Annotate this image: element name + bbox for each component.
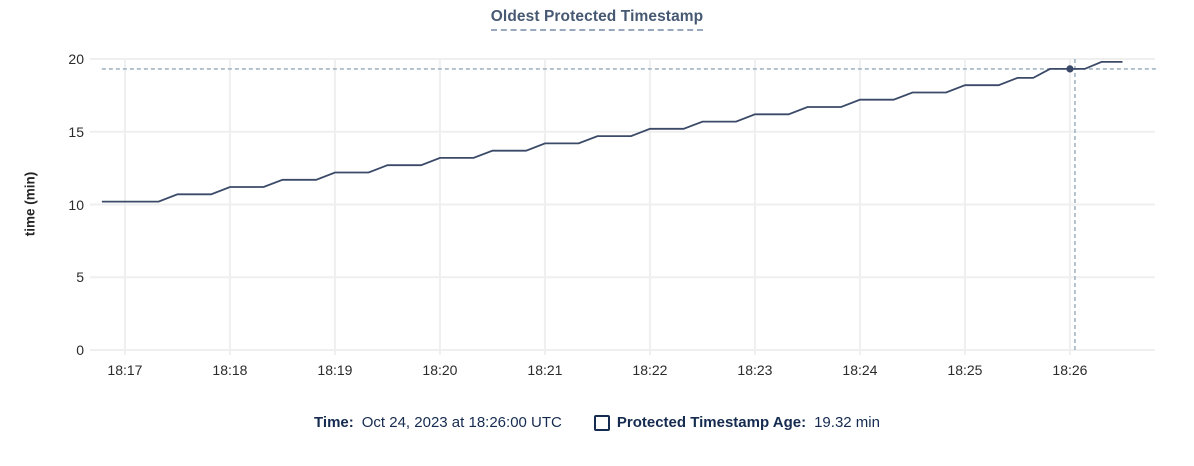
- x-axis-tick-label: 18:26: [1052, 362, 1088, 378]
- series-line-protected-timestamp-age: [101, 61, 1123, 203]
- legend-series-checkbox[interactable]: [593, 414, 610, 431]
- x-axis-tick-label: 18:22: [632, 362, 668, 378]
- x-axis-tick-label: 18:19: [317, 362, 353, 378]
- chart-legend: Time: Oct 24, 2023 at 18:26:00 UTC Prote…: [0, 414, 1194, 431]
- chart-title[interactable]: Oldest Protected Timestamp: [490, 8, 704, 31]
- x-axis-tick-label: 18:25: [947, 362, 983, 378]
- legend-time-value: Oct 24, 2023 at 18:26:00 UTC: [361, 414, 562, 431]
- x-axis-tick-label: 18:17: [107, 362, 143, 378]
- x-axis-tick-label: 18:18: [212, 362, 248, 378]
- y-axis-tick-label: 5: [76, 269, 84, 286]
- x-axis-tick-label: 18:21: [527, 362, 563, 378]
- legend-age-label: Protected Timestamp Age:: [616, 414, 807, 431]
- legend-time-label: Time:: [314, 414, 354, 431]
- y-axis-tick-label: 15: [68, 123, 84, 140]
- y-axis-tick-label: 0: [76, 342, 84, 358]
- x-axis-tick-label: 18:23: [737, 362, 773, 378]
- chart-title-row: Oldest Protected Timestamp: [0, 8, 1194, 31]
- y-axis-tick-label: 10: [68, 196, 84, 213]
- hovered-data-point[interactable]: [1066, 65, 1074, 73]
- legend-series-group: Protected Timestamp Age: 19.32 min: [593, 414, 880, 431]
- x-axis-tick-label: 18:20: [422, 362, 458, 378]
- legend-age-value: 19.32 min: [814, 414, 880, 431]
- x-axis-tick-label: 18:24: [842, 362, 878, 378]
- y-axis-tick-label: 20: [68, 51, 84, 67]
